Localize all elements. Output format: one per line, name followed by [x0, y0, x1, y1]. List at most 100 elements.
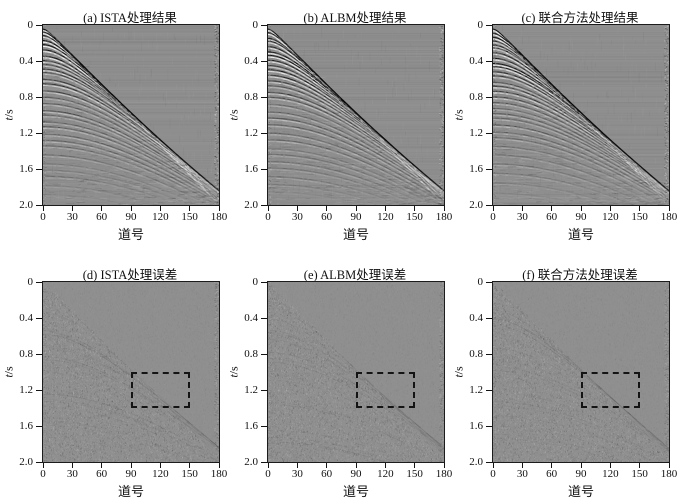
y-tick-mark: [261, 425, 267, 427]
panel-title: (f) 联合方法处理误差: [522, 268, 638, 282]
y-tick-label: 1.2: [469, 127, 483, 139]
x-tick-label: 180: [210, 211, 228, 223]
y-axis-label: t/s: [1, 366, 16, 378]
x-tick-label: 30: [516, 468, 528, 480]
x-tick-mark: [159, 463, 161, 468]
x-tick-label: 90: [575, 211, 587, 223]
x-tick-label: 60: [321, 468, 333, 480]
x-tick-label: 90: [350, 211, 362, 223]
x-axis-label: 道号: [342, 484, 369, 499]
x-tick-label: 150: [631, 211, 648, 223]
y-tick-mark: [486, 389, 492, 391]
y-tick-label: 1.6: [19, 420, 33, 432]
y-tick-mark: [261, 96, 267, 98]
highlight-rect: [581, 372, 640, 408]
x-tick-label: 30: [66, 468, 78, 480]
panel-title: (d) ISTA处理误差: [82, 268, 178, 282]
y-tick-mark: [486, 60, 492, 62]
x-tick-label: 120: [377, 211, 394, 223]
y-tick-label: 2.0: [469, 199, 483, 211]
highlight-rect: [131, 372, 190, 408]
panel-b: (b) ALBM处理结果 t/s 道号 0 0.4 0.8 1.2 1.6 2.0 0 30 6…: [225, 0, 453, 243]
x-tick-mark: [639, 463, 641, 468]
y-tick-label: 1.2: [244, 384, 258, 396]
x-tick-label: 180: [210, 468, 228, 480]
x-tick-mark: [414, 206, 416, 211]
x-tick-label: 30: [516, 211, 528, 223]
x-tick-mark: [355, 206, 357, 211]
x-tick-mark: [384, 206, 386, 211]
x-tick-mark: [609, 463, 611, 468]
y-tick-mark: [261, 60, 267, 62]
panel-title: (a) ISTA处理结果: [83, 11, 177, 25]
panel-e: (e) ALBM处理误差 t/s 道号 0 0.4 0.8 1.2 1.6 2.0 0 30 6…: [225, 257, 453, 500]
x-tick-mark: [521, 463, 523, 468]
x-tick-label: 0: [265, 468, 271, 480]
y-tick-mark: [261, 389, 267, 391]
x-tick-label: 150: [406, 468, 423, 480]
y-tick-mark: [36, 96, 42, 98]
y-tick-label: 0: [27, 276, 34, 288]
y-tick-mark: [486, 281, 492, 283]
y-tick-mark: [486, 96, 492, 98]
x-tick-mark: [492, 206, 494, 211]
y-tick-label: 0: [477, 276, 484, 288]
y-tick-label: 0.8: [244, 348, 258, 360]
x-tick-mark: [551, 206, 553, 211]
seismic-plot: [492, 24, 670, 206]
highlight-rect: [356, 372, 415, 408]
y-tick-mark: [36, 317, 42, 319]
y-axis-label: t/s: [451, 366, 466, 378]
panel-title: (c) 联合方法处理结果: [521, 11, 639, 25]
y-tick-label: 0.8: [19, 348, 33, 360]
y-tick-mark: [261, 24, 267, 26]
y-tick-label: 0: [252, 276, 259, 288]
x-tick-mark: [71, 463, 73, 468]
x-tick-label: 150: [631, 468, 648, 480]
y-tick-mark: [261, 132, 267, 134]
seismic-plot: [42, 281, 220, 463]
y-tick-mark: [261, 168, 267, 170]
x-tick-label: 0: [265, 211, 271, 223]
x-tick-mark: [130, 206, 132, 211]
y-tick-mark: [261, 353, 267, 355]
x-axis-label: 道号: [117, 484, 144, 499]
x-tick-label: 120: [602, 468, 619, 480]
x-tick-mark: [443, 206, 445, 211]
x-tick-mark: [159, 206, 161, 211]
x-tick-label: 0: [40, 211, 46, 223]
x-tick-mark: [42, 206, 44, 211]
panel-a: (a) ISTA处理结果 t/s 道号 0 0.4 0.8 1.2 1.6 2.0 0 30 6…: [0, 0, 228, 243]
x-tick-label: 30: [291, 211, 303, 223]
y-tick-label: 2.0: [469, 456, 483, 468]
seismic-plot: [492, 281, 670, 463]
x-tick-label: 90: [575, 468, 587, 480]
y-tick-mark: [486, 461, 492, 463]
x-tick-label: 30: [66, 211, 78, 223]
x-tick-label: 120: [602, 211, 619, 223]
x-tick-mark: [355, 463, 357, 468]
x-tick-label: 150: [181, 211, 198, 223]
y-tick-label: 1.2: [19, 384, 33, 396]
y-tick-label: 0.8: [469, 348, 483, 360]
x-tick-label: 180: [435, 211, 453, 223]
x-tick-label: 90: [125, 468, 137, 480]
x-tick-mark: [580, 463, 582, 468]
x-tick-mark: [218, 463, 220, 468]
y-tick-label: 0: [477, 19, 484, 31]
x-tick-label: 60: [546, 468, 558, 480]
x-tick-label: 60: [96, 468, 108, 480]
seismic-plot: [42, 24, 220, 206]
y-tick-mark: [261, 317, 267, 319]
y-tick-label: 2.0: [19, 199, 33, 211]
y-tick-label: 0.8: [469, 91, 483, 103]
x-tick-mark: [130, 463, 132, 468]
x-tick-label: 180: [660, 211, 678, 223]
panel-c: (c) 联合方法处理结果 t/s 道号 0 0.4 0.8 1.2 1.6 2.0 0 30 6…: [450, 0, 678, 243]
x-tick-label: 60: [321, 211, 333, 223]
x-tick-label: 0: [490, 468, 496, 480]
x-tick-label: 120: [152, 468, 169, 480]
x-tick-mark: [443, 463, 445, 468]
x-axis-label: 道号: [567, 227, 594, 242]
